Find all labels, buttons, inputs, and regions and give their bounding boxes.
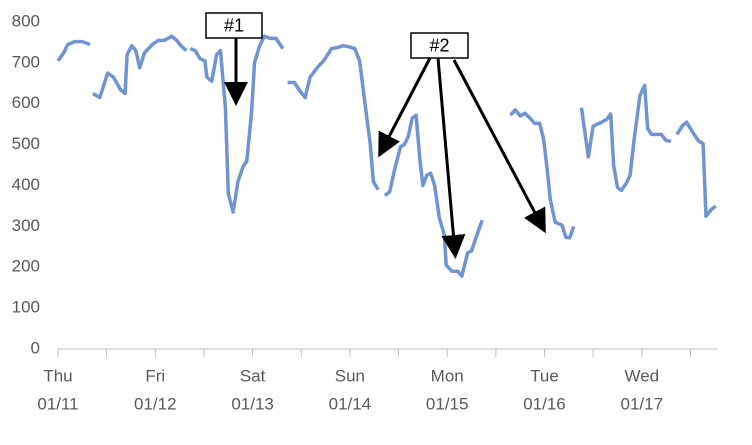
x-tick-date: 01/15 <box>426 394 469 413</box>
x-tick-date: 01/17 <box>621 394 664 413</box>
data-line <box>675 120 717 218</box>
annotation-arrow <box>378 57 432 158</box>
data-line <box>287 43 380 191</box>
data-line <box>189 34 285 214</box>
x-tick-label: Wed <box>624 366 659 385</box>
y-tick-label: 500 <box>12 134 40 153</box>
x-tick-label: Thu <box>43 366 72 385</box>
x-tick-date: 01/13 <box>231 394 274 413</box>
data-line <box>509 108 576 240</box>
x-tick-label: Tue <box>530 366 559 385</box>
x-tick-label: Fri <box>145 366 165 385</box>
data-line <box>56 39 91 62</box>
x-tick-date: 01/16 <box>523 394 566 413</box>
annotation-arrow <box>436 57 466 259</box>
x-tick-label: Sun <box>335 366 365 385</box>
x-tick-label: Mon <box>431 366 464 385</box>
y-tick-label: 200 <box>12 257 40 276</box>
x-tick-date: 01/14 <box>329 394 372 413</box>
data-line <box>383 113 484 278</box>
y-tick-label: 800 <box>12 11 40 30</box>
x-tick-label: Sat <box>240 366 266 385</box>
y-tick-label: 0 <box>31 338 40 357</box>
annotation-box <box>410 32 469 59</box>
data-line <box>92 34 188 100</box>
x-tick-date: 01/12 <box>134 394 177 413</box>
annotation-box <box>205 12 263 39</box>
y-tick-label: 400 <box>12 175 40 194</box>
y-tick-label: 100 <box>12 298 40 317</box>
annotation-text: #2 <box>429 35 449 55</box>
data-line <box>579 83 672 193</box>
y-tick-label: 300 <box>12 216 40 235</box>
y-tick-label: 700 <box>12 52 40 71</box>
annotation-text: #1 <box>224 15 244 35</box>
x-tick-date: 01/11 <box>37 394 78 413</box>
y-tick-label: 600 <box>12 93 40 112</box>
annotation-arrow <box>452 59 546 234</box>
